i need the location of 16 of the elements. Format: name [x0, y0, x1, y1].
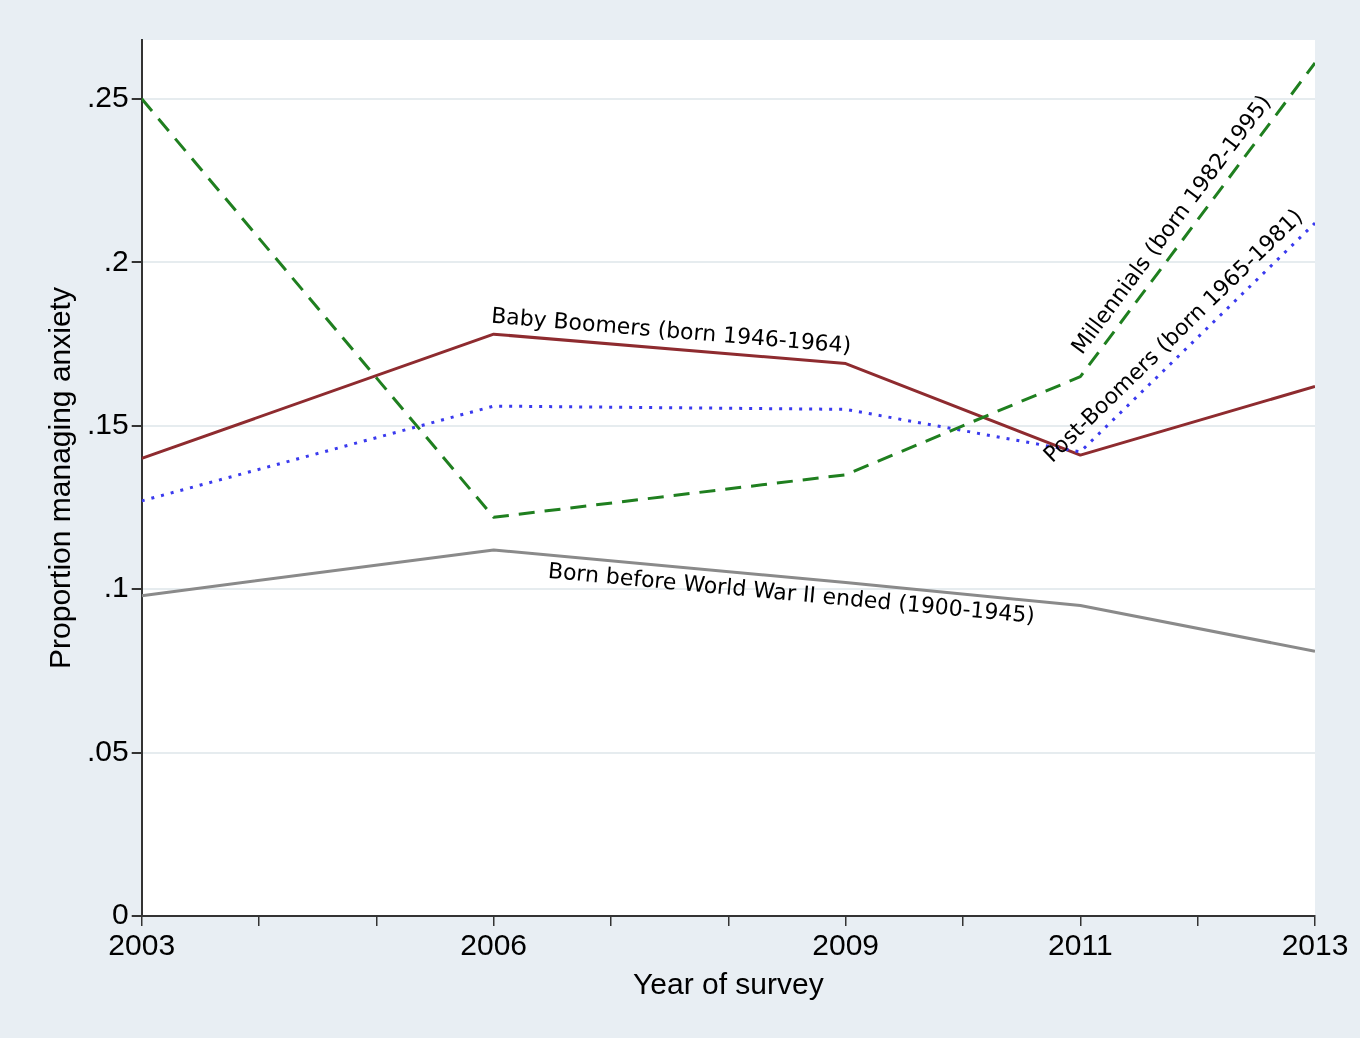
x-axis-title: Year of survey: [633, 967, 824, 1001]
y-axis-title: Proportion managing anxiety: [43, 287, 77, 669]
line-series: [141, 61, 1315, 519]
y-tick-label: .05: [86, 733, 129, 767]
x-tick-label: 2009: [812, 928, 880, 962]
y-tick-label: 0: [112, 897, 129, 931]
x-tick-label: 2011: [1048, 928, 1113, 962]
x-tick-label: 2013: [1281, 928, 1349, 962]
y-tick-label: .15: [86, 406, 129, 440]
text: Born before World War II ended (1900-1945): [546, 557, 1037, 628]
y-tick-label: .25: [86, 80, 129, 114]
series-label: Baby Boomers (born 1946-1964): [490, 302, 853, 358]
y-tick-label: .1: [103, 570, 129, 604]
x-tick-label: 2006: [460, 928, 528, 962]
y-tick-label: .2: [103, 243, 129, 277]
x-tick-label: 2003: [108, 928, 176, 962]
